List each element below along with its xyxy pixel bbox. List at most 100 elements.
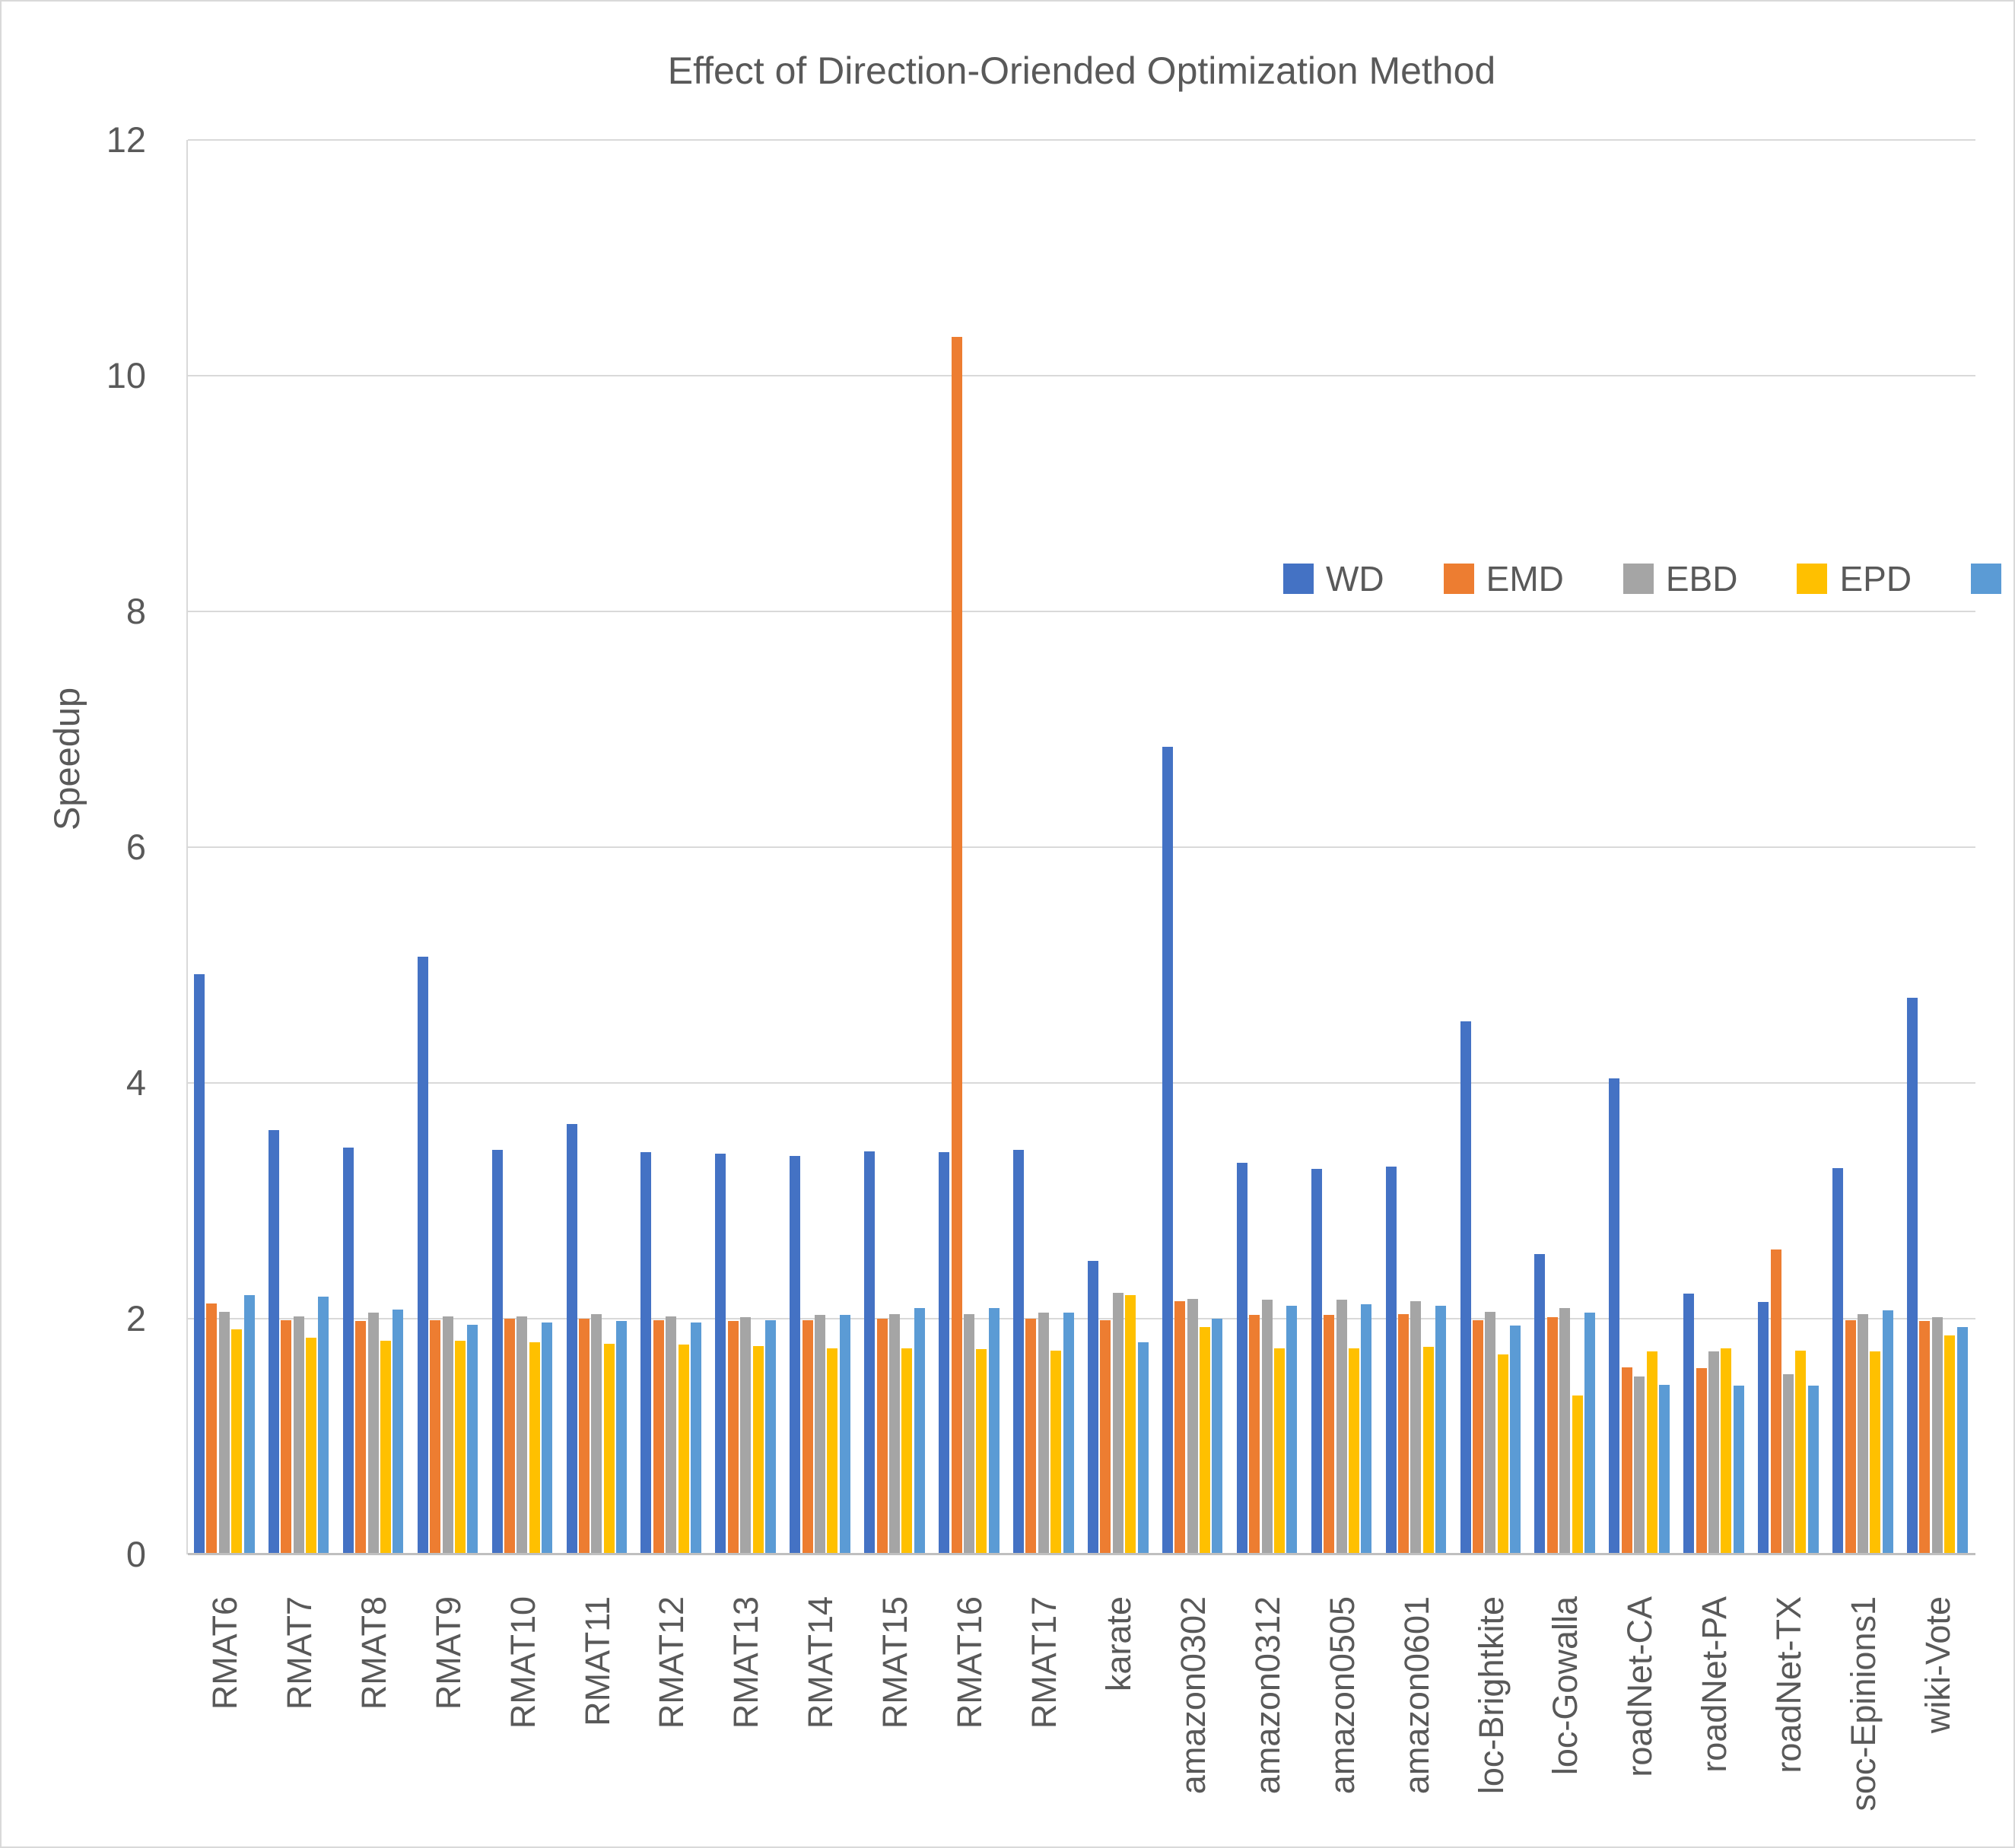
bar-EPD-RMAT9 bbox=[454, 1341, 466, 1554]
bar-EHD-RMAT12 bbox=[691, 1322, 702, 1554]
bar-EBD-amazon0302 bbox=[1187, 1298, 1198, 1554]
bar-WD-karate bbox=[1087, 1261, 1098, 1554]
bar-EHD-amazon0312 bbox=[1286, 1305, 1298, 1554]
gridline bbox=[188, 1318, 1975, 1319]
bar-WD-RMAT13 bbox=[715, 1154, 726, 1554]
bar-EHD-RMAT14 bbox=[839, 1315, 850, 1554]
bar-EMD-RMAT13 bbox=[727, 1321, 739, 1554]
x-tick-label: roadNet-CA bbox=[1620, 1596, 1660, 1777]
y-tick-label: 12 bbox=[106, 119, 146, 160]
legend-swatch-icon bbox=[1622, 564, 1654, 594]
bar-EMD-roadNet-TX bbox=[1770, 1249, 1781, 1554]
legend-label: EPD bbox=[1839, 559, 1912, 599]
bar-EMD-RMAT17 bbox=[1025, 1319, 1037, 1554]
bar-EPD-karate bbox=[1125, 1295, 1136, 1554]
bar-EMD-wiki-Vote bbox=[1919, 1321, 1931, 1554]
x-tick-label: RMAT13 bbox=[726, 1596, 766, 1729]
legend-label: EMD bbox=[1486, 559, 1564, 599]
bar-EMD-amazon0505 bbox=[1324, 1315, 1335, 1554]
legend-item-WD: WD bbox=[1283, 558, 1384, 599]
x-tick-label: roadNet-TX bbox=[1769, 1596, 1809, 1773]
bar-EPD-RMAT11 bbox=[603, 1343, 615, 1554]
legend-label: WD bbox=[1326, 559, 1384, 599]
bar-WD-RMAT11 bbox=[566, 1124, 577, 1554]
bar-WD-amazon0302 bbox=[1162, 747, 1173, 1554]
bar-EMD-RMAT6 bbox=[206, 1303, 218, 1554]
bar-EMD-roadNet-PA bbox=[1696, 1368, 1707, 1554]
bar-EBD-RMAT8 bbox=[367, 1313, 379, 1554]
chart-title: Effect of Direction-Oriended Optimizatio… bbox=[667, 49, 1496, 92]
bar-EMD-amazon0601 bbox=[1398, 1313, 1410, 1554]
bar-EMD-RMAT10 bbox=[504, 1319, 516, 1554]
bar-EPD-RMAT6 bbox=[231, 1329, 243, 1554]
bar-EPD-wiki-Vote bbox=[1944, 1335, 1956, 1554]
x-tick-label: RMAT16 bbox=[950, 1596, 990, 1729]
bar-WD-RMAT8 bbox=[342, 1148, 354, 1554]
bar-EBD-RMAT16 bbox=[963, 1313, 974, 1554]
bar-EBD-RMAT10 bbox=[516, 1316, 528, 1554]
bar-EHD-soc-Epinions1 bbox=[1882, 1310, 1893, 1554]
bar-EBD-karate bbox=[1112, 1292, 1124, 1554]
bar-EHD-loc-Gowalla bbox=[1584, 1313, 1596, 1554]
x-tick-label: amazon0312 bbox=[1247, 1596, 1287, 1795]
x-tick-label: RMAT6 bbox=[205, 1596, 244, 1710]
bar-EBD-RMAT6 bbox=[218, 1311, 230, 1554]
bar-EHD-RMAT10 bbox=[542, 1322, 553, 1554]
bar-EBD-wiki-Vote bbox=[1931, 1317, 1943, 1554]
gridline bbox=[188, 375, 1975, 376]
bar-EBD-loc-Gowalla bbox=[1559, 1308, 1571, 1554]
bar-WD-RMAT12 bbox=[640, 1152, 652, 1554]
bar-WD-loc-Brightkite bbox=[1460, 1021, 1471, 1554]
bar-EPD-RMAT16 bbox=[976, 1349, 987, 1554]
bar-EPD-RMAT10 bbox=[529, 1342, 540, 1554]
bar-EBD-RMAT17 bbox=[1038, 1313, 1049, 1554]
bar-EHD-wiki-Vote bbox=[1956, 1326, 1968, 1554]
gridline bbox=[188, 139, 1975, 141]
bar-EPD-loc-Gowalla bbox=[1572, 1395, 1583, 1554]
bar-EBD-roadNet-CA bbox=[1634, 1376, 1645, 1554]
x-tick-label: karate bbox=[1098, 1596, 1138, 1692]
bar-EHD-roadNet-PA bbox=[1733, 1386, 1744, 1554]
bar-EHD-RMAT8 bbox=[393, 1309, 404, 1554]
x-tick-label: soc-Epinions1 bbox=[1844, 1596, 1883, 1811]
legend-swatch-icon bbox=[1283, 564, 1314, 594]
bar-EPD-RMAT8 bbox=[380, 1341, 391, 1554]
bar-EMD-RMAT11 bbox=[578, 1319, 590, 1554]
bar-EPD-RMAT13 bbox=[752, 1345, 764, 1554]
x-tick-label: RMAT9 bbox=[428, 1596, 468, 1710]
x-tick-label: RMAT8 bbox=[354, 1596, 393, 1710]
bar-EMD-RMAT12 bbox=[653, 1319, 664, 1554]
bar-EPD-roadNet-TX bbox=[1795, 1350, 1807, 1554]
x-axis-line bbox=[188, 1553, 1975, 1555]
bar-WD-loc-Gowalla bbox=[1534, 1253, 1546, 1554]
x-tick-label: roadNet-PA bbox=[1695, 1596, 1734, 1773]
bar-EBD-amazon0601 bbox=[1410, 1300, 1422, 1554]
bar-WD-RMAT7 bbox=[268, 1130, 279, 1554]
bar-EBD-soc-Epinions1 bbox=[1857, 1313, 1868, 1554]
x-tick-label: amazon0302 bbox=[1173, 1596, 1212, 1795]
bar-WD-RMAT14 bbox=[790, 1156, 801, 1554]
x-tick-label: RMAT7 bbox=[279, 1596, 319, 1710]
bar-WD-roadNet-TX bbox=[1758, 1302, 1769, 1554]
bar-EBD-RMAT14 bbox=[815, 1315, 826, 1554]
bar-EMD-amazon0302 bbox=[1174, 1300, 1186, 1554]
x-tick-label: RMAT11 bbox=[577, 1596, 617, 1726]
bar-WD-amazon0601 bbox=[1385, 1167, 1397, 1554]
y-tick-label: 6 bbox=[126, 827, 146, 867]
bar-EPD-amazon0302 bbox=[1200, 1326, 1211, 1554]
bar-EMD-RMAT15 bbox=[876, 1319, 888, 1554]
x-tick-label: RMAT12 bbox=[652, 1596, 691, 1729]
legend-item-EPD: EPD bbox=[1797, 558, 1912, 599]
bar-EHD-RMAT6 bbox=[243, 1295, 255, 1554]
bar-EHD-karate bbox=[1137, 1342, 1149, 1554]
bar-EHD-RMAT7 bbox=[318, 1296, 329, 1554]
bar-EHD-roadNet-CA bbox=[1658, 1384, 1670, 1554]
plot-area: WDEMDEBDEPDEHD bbox=[186, 139, 2002, 1555]
bar-EPD-RMAT15 bbox=[901, 1348, 913, 1554]
bar-EPD-RMAT7 bbox=[306, 1337, 317, 1554]
bar-EBD-amazon0505 bbox=[1336, 1300, 1347, 1554]
bar-EMD-RMAT16 bbox=[951, 336, 962, 1554]
bar-WD-RMAT16 bbox=[939, 1152, 950, 1554]
gridline bbox=[188, 1082, 1975, 1084]
x-tick-label: RMAT15 bbox=[876, 1596, 915, 1729]
